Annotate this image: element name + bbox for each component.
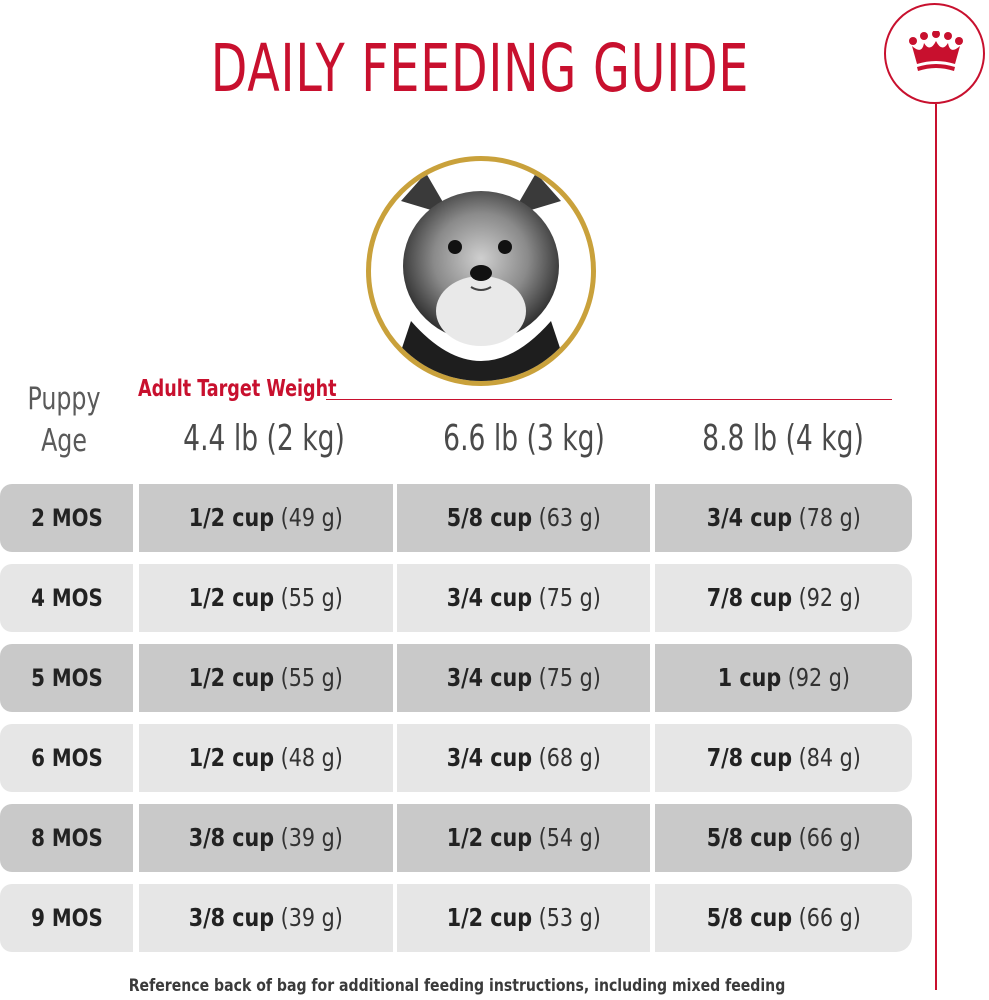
puppy-age-header-line2: Age bbox=[41, 423, 87, 459]
portion-cell: 1/2 cup (54 g) bbox=[397, 804, 650, 872]
weight-header-3kg: 6.6 lb (3 kg) bbox=[443, 418, 605, 459]
portion-cell: 5/8 cup (63 g) bbox=[397, 484, 650, 552]
portion-cell: 1 cup (92 g) bbox=[655, 644, 912, 712]
portion-cell: 3/8 cup (39 g) bbox=[139, 884, 393, 952]
portion-cell: 3/4 cup (75 g) bbox=[397, 644, 650, 712]
crown-icon bbox=[909, 31, 963, 71]
table-row: 5 MOS 1/2 cup (55 g) 3/4 cup (75 g) 1 cu… bbox=[0, 644, 989, 712]
weight-header-2kg: 4.4 lb (2 kg) bbox=[183, 418, 345, 459]
portion-cell: 1/2 cup (55 g) bbox=[139, 564, 393, 632]
portion-cell: 5/8 cup (66 g) bbox=[655, 804, 912, 872]
weight-header-4kg: 8.8 lb (4 kg) bbox=[702, 418, 864, 459]
portion-cell: 1/2 cup (55 g) bbox=[139, 644, 393, 712]
age-cell: 2 MOS bbox=[0, 484, 133, 552]
portion-cell: 1/2 cup (48 g) bbox=[139, 724, 393, 792]
footer-note: Reference back of bag for additional fee… bbox=[128, 976, 786, 996]
portion-cell: 7/8 cup (92 g) bbox=[655, 564, 912, 632]
portion-cell: 5/8 cup (66 g) bbox=[655, 884, 912, 952]
decorative-divider-line bbox=[935, 104, 937, 990]
portion-cell: 3/8 cup (39 g) bbox=[139, 804, 393, 872]
age-cell: 6 MOS bbox=[0, 724, 133, 792]
brand-logo bbox=[884, 3, 985, 104]
puppy-age-header-line1: Puppy bbox=[27, 381, 101, 417]
table-row: 2 MOS 1/2 cup (49 g) 5/8 cup (63 g) 3/4 … bbox=[0, 484, 989, 552]
target-weight-underline bbox=[326, 399, 892, 400]
age-cell: 4 MOS bbox=[0, 564, 133, 632]
age-cell: 9 MOS bbox=[0, 884, 133, 952]
portion-cell: 3/4 cup (68 g) bbox=[397, 724, 650, 792]
table-row: 6 MOS 1/2 cup (48 g) 3/4 cup (68 g) 7/8 … bbox=[0, 724, 989, 792]
portion-cell: 1/2 cup (49 g) bbox=[139, 484, 393, 552]
table-row: 4 MOS 1/2 cup (55 g) 3/4 cup (75 g) 7/8 … bbox=[0, 564, 989, 632]
adult-target-weight-label: Adult Target Weight bbox=[138, 376, 337, 402]
portion-cell: 1/2 cup (53 g) bbox=[397, 884, 650, 952]
age-cell: 5 MOS bbox=[0, 644, 133, 712]
age-cell: 8 MOS bbox=[0, 804, 133, 872]
puppy-age-header: Puppy Age bbox=[22, 378, 107, 462]
page-title: DAILY FEEDING GUIDE bbox=[210, 30, 750, 107]
portion-cell: 3/4 cup (75 g) bbox=[397, 564, 650, 632]
table-row: 8 MOS 3/8 cup (39 g) 1/2 cup (54 g) 5/8 … bbox=[0, 804, 989, 872]
puppy-photo bbox=[366, 156, 596, 386]
portion-cell: 3/4 cup (78 g) bbox=[655, 484, 912, 552]
table-row: 9 MOS 3/8 cup (39 g) 1/2 cup (53 g) 5/8 … bbox=[0, 884, 989, 952]
portion-cell: 7/8 cup (84 g) bbox=[655, 724, 912, 792]
